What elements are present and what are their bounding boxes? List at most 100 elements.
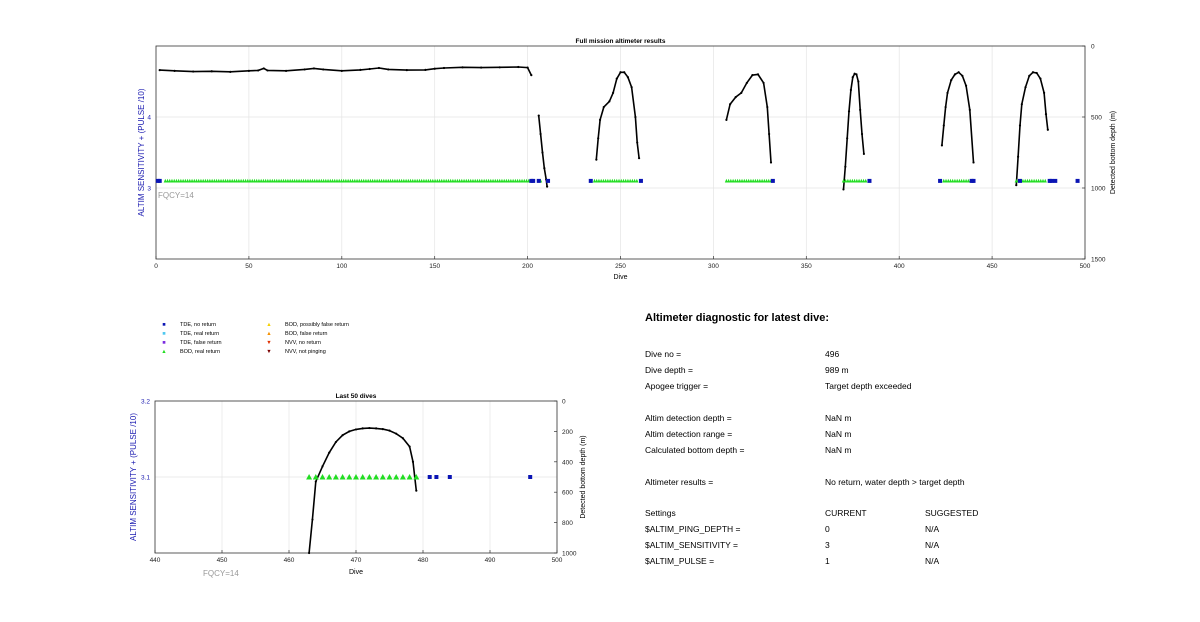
bottom-depth-point xyxy=(415,489,418,492)
diag-label: Dive depth = xyxy=(645,365,693,375)
diag-label: Altim detection range = xyxy=(645,429,733,439)
y-tick-label: 4 xyxy=(147,115,151,122)
bottom-depth-point xyxy=(210,70,213,73)
diag-label: Apogee trigger = xyxy=(645,381,709,391)
bod-real-return-marker xyxy=(413,178,417,183)
bod-real-return-marker xyxy=(212,178,216,183)
bottom-depth-point xyxy=(368,426,371,430)
bottom-depth-point xyxy=(312,67,316,70)
bottom-depth-point xyxy=(1028,74,1031,77)
bottom-depth-point xyxy=(598,118,602,121)
bottom-depth-point xyxy=(862,152,865,156)
x-tick-label: 0 xyxy=(154,263,158,270)
diag-label: $ALTIM_PULSE = xyxy=(645,556,715,566)
legend-label: TDE, false return xyxy=(180,340,222,346)
bod-real-return-marker xyxy=(183,178,187,183)
bottom-depth-point xyxy=(950,78,953,82)
right-tick-label: 600 xyxy=(562,490,573,497)
bod-real-return-marker xyxy=(420,178,424,183)
bod-real-return-marker xyxy=(332,474,339,480)
bod-real-return-marker xyxy=(747,178,751,183)
bod-real-return-marker xyxy=(181,178,185,183)
bod-real-return-marker xyxy=(306,178,310,183)
bod-real-return-marker xyxy=(480,178,484,183)
x-axis-label: Dive xyxy=(349,569,363,576)
bottom-depth-point xyxy=(303,68,306,71)
y-tick-label: 3.1 xyxy=(141,475,150,482)
legend-item: ▲ BOD, false return xyxy=(265,331,327,337)
bod-real-return-marker xyxy=(217,178,221,183)
bod-real-return-marker xyxy=(353,474,359,480)
legend-square-icon: ■ xyxy=(162,322,166,328)
bottom-depth-point xyxy=(972,161,975,164)
bottom-depth-point xyxy=(354,428,358,431)
bod-real-return-marker xyxy=(348,178,352,183)
tde-no-return-marker xyxy=(528,475,533,479)
bod-real-return-marker xyxy=(848,178,852,183)
bod-real-return-marker xyxy=(469,178,473,183)
bod-real-return-marker xyxy=(735,178,740,183)
bod-real-return-marker xyxy=(415,178,419,183)
bottom-depth-point xyxy=(623,71,626,74)
bod-real-return-marker xyxy=(626,178,630,183)
x-tick-label: 500 xyxy=(1080,263,1091,270)
bod-real-return-marker xyxy=(1034,178,1038,183)
bottom-depth-point xyxy=(158,69,161,72)
bod-real-return-marker xyxy=(471,178,475,183)
bod-real-return-marker xyxy=(393,178,397,183)
bod-real-return-marker xyxy=(442,178,446,183)
bod-real-return-marker xyxy=(362,178,366,183)
bod-real-return-marker xyxy=(373,474,380,480)
bod-real-return-marker xyxy=(724,178,729,183)
chart-title: Last 50 dives xyxy=(336,393,377,400)
diag-value: N/A xyxy=(925,556,940,566)
bottom-depth-point xyxy=(957,71,960,74)
y-tick-label: 3.2 xyxy=(141,399,150,406)
bod-real-return-marker xyxy=(268,178,272,183)
bod-real-return-marker xyxy=(237,178,241,183)
bottom-depth-point xyxy=(405,69,408,72)
bod-real-return-marker xyxy=(595,178,599,183)
bod-real-return-marker xyxy=(228,178,232,183)
bod-real-return-marker xyxy=(466,178,471,183)
bod-real-return-marker xyxy=(841,178,846,183)
bod-real-return-marker xyxy=(946,178,950,183)
bottom-depth-point xyxy=(608,100,611,103)
bottom-depth-point xyxy=(311,518,314,521)
bottom-depth-point xyxy=(537,114,540,117)
x-tick-label: 490 xyxy=(485,557,496,564)
legend-label: TDE, real return xyxy=(180,331,220,337)
bottom-depth-point xyxy=(1043,91,1046,94)
bod-real-return-marker xyxy=(359,474,366,480)
right-tick-label: 1500 xyxy=(1091,257,1106,264)
plot-frame xyxy=(155,45,1086,260)
bottom-depth-point xyxy=(359,68,362,71)
bod-real-return-marker xyxy=(170,178,174,183)
bod-real-return-marker xyxy=(500,178,504,183)
bottom-depth-point xyxy=(751,74,754,77)
bod-real-return-marker xyxy=(451,178,455,183)
tde-no-return-marker xyxy=(770,178,775,183)
bottom-depth-point xyxy=(461,66,464,69)
bod-real-return-marker xyxy=(429,178,433,183)
bottom-depth-point xyxy=(173,69,176,72)
bod-real-return-marker xyxy=(453,178,457,183)
bod-real-return-marker xyxy=(962,178,966,183)
y-tick-label: 3 xyxy=(147,186,151,193)
bottom-depth-point xyxy=(1039,77,1042,80)
bottom-depth-point xyxy=(842,188,845,191)
bod-real-return-marker xyxy=(733,178,737,183)
bod-real-return-marker xyxy=(606,178,610,183)
bod-real-return-marker xyxy=(635,178,639,183)
bod-real-return-marker xyxy=(317,178,321,183)
y-axis-label: ALTIM SENSITIVITY + (PULSE /10) xyxy=(129,413,138,541)
bottom-depth-point xyxy=(541,151,544,154)
bod-real-return-marker xyxy=(859,178,863,183)
x-tick-label: 440 xyxy=(150,557,161,564)
bottom-depth-point xyxy=(321,465,324,468)
x-axis-label: Dive xyxy=(613,274,627,281)
bottom-depth-point xyxy=(595,158,598,161)
bottom-depth-point xyxy=(526,66,529,69)
bod-real-return-marker xyxy=(177,178,181,183)
bod-real-return-marker xyxy=(364,178,368,183)
